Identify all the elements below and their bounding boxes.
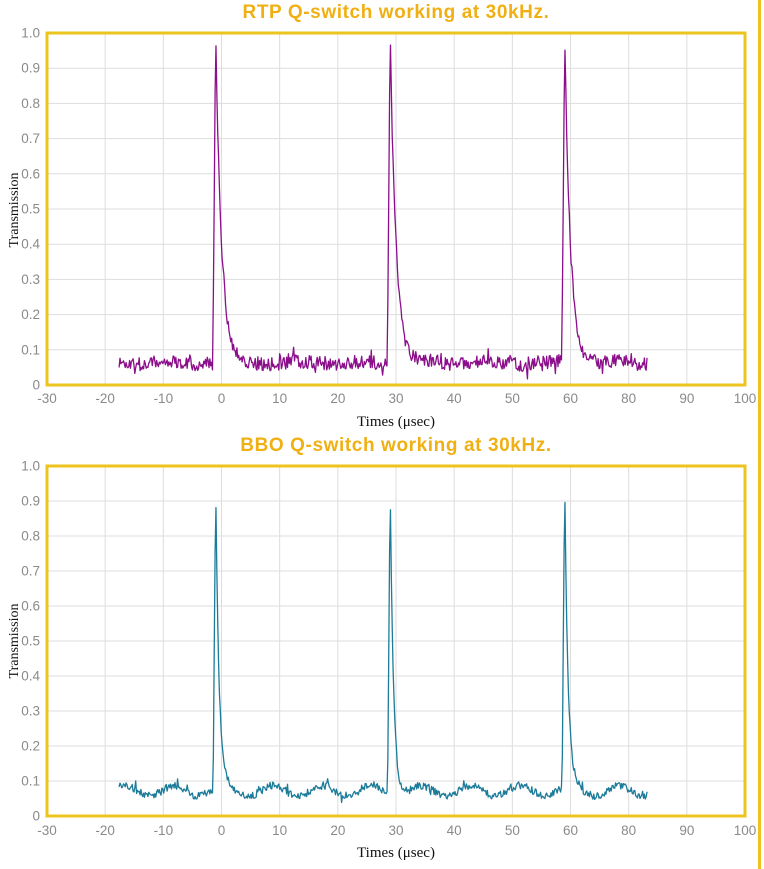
y-tick-label: 0 [32, 809, 40, 824]
bbo-chart: BBO Q-switch working at 30kHz. Transmiss… [0, 433, 764, 869]
x-tick-label: 100 [734, 391, 757, 406]
y-tick-label: 1.0 [21, 26, 40, 41]
x-tick-label: 100 [734, 823, 757, 838]
plot-frame [45, 31, 747, 387]
rtp-plot-area: -30 -20 -10 0 10 20 30 40 50 60 80 90 100 0 0.1 0.2 0.3 0… [21, 26, 757, 407]
outer-gold-border [758, 0, 761, 869]
x-tick-label: 20 [330, 391, 345, 406]
rtp-chart-title: RTP Q-switch working at 30kHz. [242, 2, 550, 23]
bbo-x-axis-label: Times (μsec) [357, 845, 435, 861]
y-tick-label: 0.8 [21, 96, 40, 111]
x-tick-label: -20 [95, 391, 115, 406]
x-tick-label: -30 [37, 391, 57, 406]
x-tick-label: 0 [218, 823, 226, 838]
x-tick-label: 40 [447, 391, 462, 406]
x-tick-label: 60 [563, 823, 578, 838]
x-tick-label: 40 [447, 823, 462, 838]
x-tick-label: 10 [272, 391, 287, 406]
y-tick-label: 0.6 [21, 599, 40, 614]
y-tick-label: 0.9 [21, 61, 40, 76]
bbo-trace [118, 501, 648, 804]
x-tick-label: 60 [563, 391, 578, 406]
y-tick-label: 0.5 [21, 634, 40, 649]
y-tick-label: 0.8 [21, 529, 40, 544]
x-tick-label: 90 [679, 823, 694, 838]
x-tick-label: 30 [388, 391, 403, 406]
y-tick-label: 0.3 [21, 704, 40, 719]
y-tick-label: 0.6 [21, 166, 40, 181]
y-tick-label: 0.4 [21, 669, 40, 684]
y-tick-label: 0.2 [21, 739, 40, 754]
x-tick-label: 10 [272, 823, 287, 838]
y-tick-label: 0.7 [21, 131, 40, 146]
x-tick-label: 80 [621, 823, 636, 838]
y-tick-label: 1.0 [21, 459, 40, 474]
y-tick-label: 0 [32, 378, 40, 393]
bbo-chart-title: BBO Q-switch working at 30kHz. [240, 435, 552, 456]
bbo-plot-area: -30 -20 -10 0 10 20 30 40 50 60 80 90 100 0 0.1 0.2 0.3 0… [21, 459, 757, 839]
plot-frame [45, 464, 747, 818]
rtp-x-axis-label: Times (μsec) [357, 414, 435, 430]
rtp-chart: RTP Q-switch working at 30kHz. Transmiss… [0, 0, 764, 433]
x-tick-label: -10 [154, 823, 174, 838]
rtp-trace [118, 44, 648, 380]
y-tick-label: 0.5 [21, 202, 40, 217]
x-tick-label: 20 [330, 823, 345, 838]
y-tick-label: 0.1 [21, 342, 40, 357]
x-tick-label: 50 [505, 391, 520, 406]
x-tick-label: 80 [621, 391, 636, 406]
y-tick-label: 0.1 [21, 774, 40, 789]
x-tick-label: -20 [95, 823, 115, 838]
y-tick-label: 0.3 [21, 272, 40, 287]
y-tick-label: 0.7 [21, 564, 40, 579]
y-tick-label: 0.2 [21, 307, 40, 322]
y-tick-label: 0.4 [21, 237, 40, 252]
x-tick-label: 0 [218, 391, 226, 406]
x-tick-label: -30 [37, 823, 57, 838]
x-tick-label: -10 [154, 391, 174, 406]
x-tick-label: 50 [505, 823, 520, 838]
y-tick-label: 0.9 [21, 494, 40, 509]
x-tick-label: 30 [388, 823, 403, 838]
x-tick-label: 90 [679, 391, 694, 406]
